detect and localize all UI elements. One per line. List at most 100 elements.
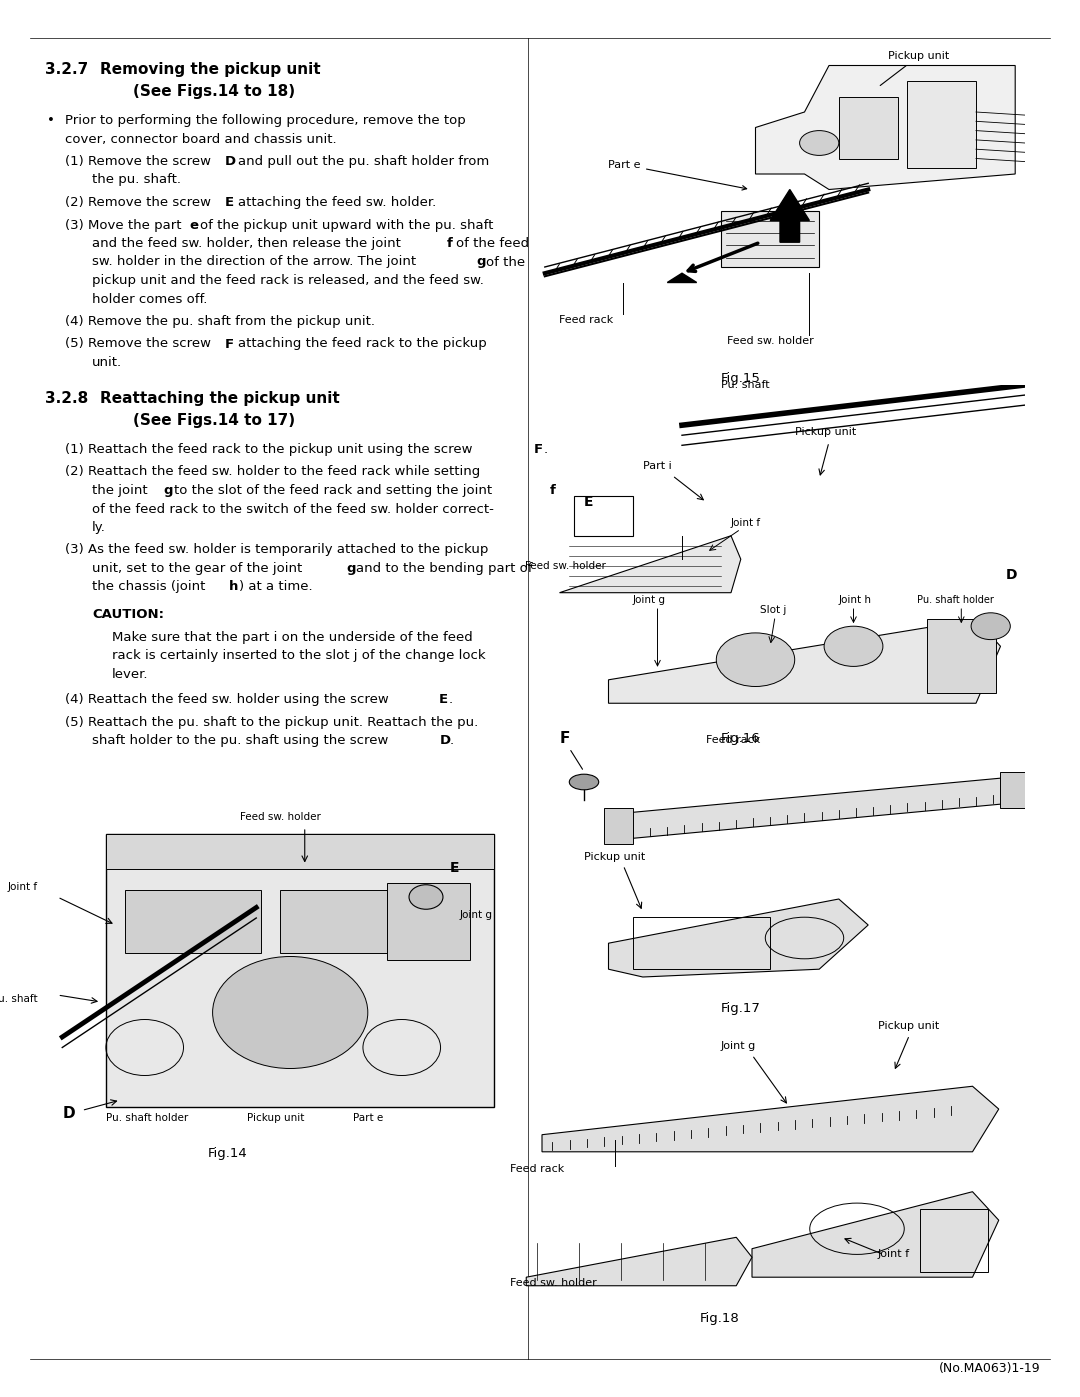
Text: of the feed rack to the switch of the feed sw. holder correct-: of the feed rack to the switch of the fe… <box>92 503 494 515</box>
Text: Part i: Part i <box>643 461 672 471</box>
Text: Fig.18: Fig.18 <box>700 1312 739 1324</box>
Text: of the: of the <box>486 256 525 268</box>
Text: 3.2.7: 3.2.7 <box>45 61 89 77</box>
Text: (See Figs.14 to 17): (See Figs.14 to 17) <box>133 414 295 427</box>
Circle shape <box>569 774 598 789</box>
Text: Pu. shaft: Pu. shaft <box>721 380 770 390</box>
Text: (1) Reattach the feed rack to the pickup unit using the screw: (1) Reattach the feed rack to the pickup… <box>65 443 476 455</box>
Text: (2) Reattach the feed sw. holder to the feed rack while setting: (2) Reattach the feed sw. holder to the … <box>65 465 481 479</box>
Text: D: D <box>1005 569 1017 583</box>
Circle shape <box>716 633 795 686</box>
Text: (3) As the feed sw. holder is temporarily attached to the pickup: (3) As the feed sw. holder is temporaril… <box>65 543 488 556</box>
Text: Pickup unit: Pickup unit <box>246 1113 303 1123</box>
Circle shape <box>824 626 882 666</box>
FancyBboxPatch shape <box>106 834 494 1106</box>
Polygon shape <box>667 274 697 282</box>
Polygon shape <box>770 190 809 242</box>
Polygon shape <box>756 66 1015 190</box>
Text: Make sure that the part i on the underside of the feed: Make sure that the part i on the undersi… <box>112 631 473 644</box>
Text: D: D <box>225 155 235 168</box>
Text: Feed rack: Feed rack <box>706 735 760 745</box>
Text: sw. holder in the direction of the arrow. The joint: sw. holder in the direction of the arrow… <box>92 256 420 268</box>
Text: of the pickup unit upward with the pu. shaft: of the pickup unit upward with the pu. s… <box>200 218 492 232</box>
Text: Pickup unit: Pickup unit <box>878 1021 940 1031</box>
Text: Feed sw. holder: Feed sw. holder <box>240 812 321 821</box>
Text: (4) Remove the pu. shaft from the pickup unit.: (4) Remove the pu. shaft from the pickup… <box>65 314 375 328</box>
Text: h: h <box>229 581 239 594</box>
Polygon shape <box>526 1238 752 1285</box>
Text: Fig.16: Fig.16 <box>721 732 761 745</box>
Text: holder comes off.: holder comes off. <box>92 292 207 306</box>
Text: rack is certainly inserted to the slot j of the change lock: rack is certainly inserted to the slot j… <box>112 650 486 662</box>
Bar <box>927 619 996 693</box>
Bar <box>106 834 494 869</box>
Text: ) at a time.: ) at a time. <box>239 581 312 594</box>
Bar <box>604 807 633 844</box>
Text: •: • <box>48 115 55 127</box>
Text: Pu. shaft holder: Pu. shaft holder <box>917 595 994 605</box>
Polygon shape <box>623 777 1015 840</box>
Text: Prior to performing the following procedure, remove the top: Prior to performing the following proced… <box>65 115 465 127</box>
Text: Slot j: Slot j <box>760 605 786 615</box>
Text: e: e <box>189 218 199 232</box>
Text: E: E <box>450 862 460 876</box>
Text: to the slot of the feed rack and setting the joint: to the slot of the feed rack and setting… <box>174 483 496 497</box>
Text: unit, set to the gear of the joint: unit, set to the gear of the joint <box>92 562 307 576</box>
Text: of the feed: of the feed <box>456 237 528 250</box>
Bar <box>125 890 261 953</box>
Text: (3) Move the part: (3) Move the part <box>65 218 186 232</box>
Text: cover, connector board and chassis unit.: cover, connector board and chassis unit. <box>65 133 337 145</box>
Text: D: D <box>63 1105 75 1120</box>
Text: Pu. shaft: Pu. shaft <box>0 995 38 1004</box>
Text: Reattaching the pickup unit: Reattaching the pickup unit <box>100 391 340 407</box>
Bar <box>281 890 388 953</box>
Text: Part e: Part e <box>608 159 746 190</box>
Text: .: . <box>450 735 454 747</box>
Text: pickup unit and the feed rack is released, and the feed sw.: pickup unit and the feed rack is release… <box>92 274 484 286</box>
Text: f: f <box>550 483 555 497</box>
Text: Feed sw. holder: Feed sw. holder <box>727 337 813 346</box>
Text: .: . <box>544 443 549 455</box>
Polygon shape <box>608 619 1000 703</box>
Text: Fig.14: Fig.14 <box>207 1147 247 1160</box>
Text: (5) Remove the screw: (5) Remove the screw <box>65 338 215 351</box>
Circle shape <box>971 613 1010 640</box>
Text: Feed sw. holder: Feed sw. holder <box>525 562 606 571</box>
Text: .: . <box>448 693 453 707</box>
Bar <box>388 883 470 960</box>
Text: Joint f: Joint f <box>731 518 761 528</box>
Text: (5) Reattach the pu. shaft to the pickup unit. Reattach the pu.: (5) Reattach the pu. shaft to the pickup… <box>65 717 478 729</box>
Text: E: E <box>225 196 233 210</box>
Text: and pull out the pu. shaft holder from: and pull out the pu. shaft holder from <box>238 155 489 168</box>
Text: (2) Remove the screw: (2) Remove the screw <box>65 196 215 210</box>
Text: Pickup unit: Pickup unit <box>880 52 949 85</box>
Text: attaching the feed sw. holder.: attaching the feed sw. holder. <box>238 196 436 210</box>
Text: Feed rack: Feed rack <box>511 1164 565 1173</box>
Text: the chassis (joint: the chassis (joint <box>92 581 210 594</box>
Polygon shape <box>559 536 741 592</box>
Polygon shape <box>542 1087 999 1151</box>
Text: Feed rack: Feed rack <box>559 314 613 324</box>
Text: (1) Remove the screw: (1) Remove the screw <box>65 155 215 168</box>
Text: F: F <box>559 731 570 746</box>
Text: F: F <box>534 443 543 455</box>
Text: Joint g: Joint g <box>633 595 666 605</box>
Bar <box>575 496 633 536</box>
Text: D: D <box>440 735 451 747</box>
Text: (No.MA063)1-19: (No.MA063)1-19 <box>939 1362 1040 1375</box>
Text: ly.: ly. <box>92 521 106 534</box>
Text: Removing the pickup unit: Removing the pickup unit <box>100 61 321 77</box>
Text: Part e: Part e <box>353 1113 383 1123</box>
Text: Pickup unit: Pickup unit <box>584 852 645 862</box>
Text: Joint g: Joint g <box>460 909 492 921</box>
Bar <box>920 1208 988 1271</box>
Text: Fig.15: Fig.15 <box>721 372 761 386</box>
Bar <box>633 918 770 970</box>
Text: unit.: unit. <box>92 356 122 369</box>
Text: and the feed sw. holder, then release the joint: and the feed sw. holder, then release th… <box>92 237 405 250</box>
Polygon shape <box>752 1192 999 1277</box>
Text: g: g <box>163 483 173 497</box>
Text: 3.2.8: 3.2.8 <box>45 391 89 407</box>
Text: Joint f: Joint f <box>878 1249 910 1259</box>
Text: the pu. shaft.: the pu. shaft. <box>92 173 181 187</box>
